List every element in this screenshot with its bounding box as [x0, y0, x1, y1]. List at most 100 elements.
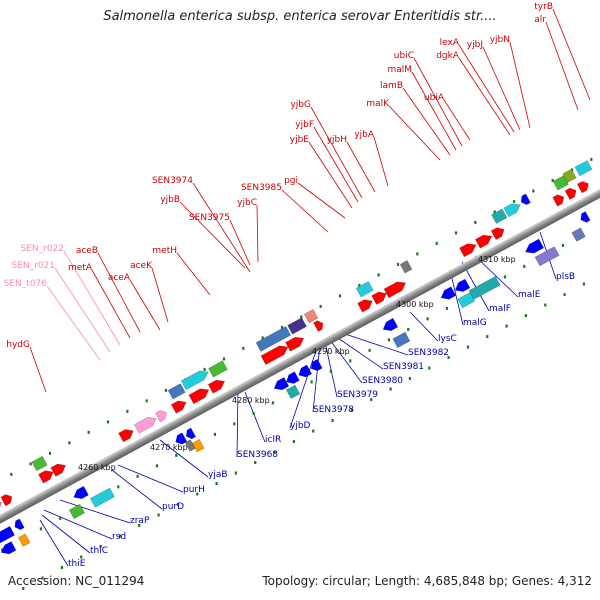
forward-gene-feature[interactable] — [383, 279, 408, 299]
gene-label[interactable]: SEN_r022 — [20, 244, 64, 254]
forward-gene-feature[interactable] — [371, 289, 389, 305]
gene-label[interactable]: SEN3980 — [362, 376, 403, 386]
reverse-gene-feature[interactable] — [287, 317, 307, 335]
forward-gene-feature[interactable] — [0, 492, 15, 507]
gene-label[interactable]: aceB — [76, 246, 98, 256]
reverse-gene-feature[interactable] — [208, 360, 228, 378]
gene-label[interactable]: malF — [489, 304, 511, 314]
gene-label[interactable]: tyrB — [534, 2, 553, 12]
reverse-gene-feature[interactable] — [392, 331, 411, 348]
gene-label[interactable]: lysC — [438, 334, 457, 344]
forward-gene-feature[interactable] — [118, 426, 136, 443]
gene-label[interactable]: yjbF — [295, 120, 314, 130]
forward-gene-feature[interactable] — [490, 225, 506, 240]
gene-label[interactable]: iclR — [265, 435, 281, 445]
gene-label[interactable]: SEN3968 — [237, 450, 278, 460]
forward-gene-feature[interactable] — [188, 385, 211, 405]
gene-label[interactable]: yjbJ — [467, 40, 483, 50]
reverse-gene-feature[interactable] — [562, 168, 577, 183]
reverse-gene-feature[interactable] — [0, 525, 15, 546]
forward-gene-feature[interactable] — [285, 334, 307, 352]
reverse-gene-feature[interactable] — [534, 246, 560, 267]
gene-label[interactable]: alr — [534, 15, 546, 25]
gene-label[interactable]: thiC — [90, 546, 108, 556]
forward-gene-feature[interactable] — [50, 461, 68, 477]
reverse-gene-feature[interactable] — [355, 281, 374, 298]
gene-label[interactable]: yjbN — [490, 35, 510, 45]
reverse-gene-feature[interactable] — [17, 533, 31, 547]
reverse-gene-feature[interactable] — [303, 308, 319, 324]
gene-label[interactable]: plsB — [556, 272, 575, 282]
forward-gene-feature[interactable] — [260, 342, 290, 365]
reverse-gene-feature[interactable] — [0, 541, 17, 556]
gene-label[interactable]: purH — [183, 485, 205, 495]
forward-gene-feature[interactable] — [180, 368, 210, 391]
forward-gene-feature[interactable] — [576, 179, 591, 194]
gene-label[interactable]: yjbB — [160, 195, 180, 205]
gene-label[interactable]: thiE — [68, 559, 86, 569]
reverse-gene-feature[interactable] — [453, 278, 471, 294]
reverse-gene-feature[interactable] — [68, 503, 85, 520]
reverse-gene-feature[interactable] — [578, 211, 591, 225]
gene-label[interactable]: hydG — [6, 340, 30, 350]
forward-gene-feature[interactable] — [38, 468, 56, 484]
gene-label[interactable]: yjbD — [290, 421, 311, 431]
reverse-gene-feature[interactable] — [381, 317, 399, 333]
reverse-gene-feature[interactable] — [571, 227, 586, 242]
forward-gene-feature[interactable] — [357, 297, 375, 313]
gene-label[interactable]: yjbG — [290, 100, 311, 110]
reverse-gene-feature[interactable] — [309, 358, 323, 373]
forward-gene-feature[interactable] — [475, 232, 494, 249]
reverse-gene-feature[interactable] — [90, 487, 115, 508]
reverse-gene-feature[interactable] — [184, 427, 197, 441]
reverse-gene-feature[interactable] — [272, 377, 290, 392]
gene-label[interactable]: dgkA — [436, 51, 460, 61]
reverse-gene-feature[interactable] — [71, 485, 89, 501]
reverse-gene-feature[interactable] — [284, 371, 300, 387]
forward-gene-feature[interactable] — [459, 240, 479, 258]
gene-label[interactable]: metH — [152, 246, 177, 256]
reverse-gene-feature[interactable] — [296, 364, 313, 380]
forward-gene-feature[interactable] — [564, 186, 579, 200]
forward-gene-feature[interactable] — [552, 193, 567, 207]
gene-label[interactable]: purD — [162, 502, 184, 512]
reverse-gene-feature[interactable] — [439, 286, 457, 302]
gene-label[interactable]: ubiA — [424, 93, 445, 103]
reverse-gene-feature[interactable] — [519, 193, 531, 207]
reverse-gene-feature[interactable] — [184, 439, 196, 452]
gene-label[interactable]: SEN_t076 — [4, 279, 48, 289]
reverse-gene-feature[interactable] — [255, 326, 292, 352]
gene-label[interactable]: SEN3981 — [383, 362, 424, 372]
gene-label[interactable]: SEN_r021 — [11, 261, 55, 271]
gene-label[interactable]: ubiC — [394, 51, 414, 61]
gene-label[interactable]: malM — [387, 65, 412, 75]
gene-label[interactable]: lamB — [380, 81, 403, 91]
gene-label[interactable]: aceA — [108, 273, 131, 283]
reverse-gene-feature[interactable] — [457, 292, 476, 309]
reverse-gene-feature[interactable] — [468, 275, 501, 300]
gene-label[interactable]: malE — [518, 290, 541, 300]
reverse-gene-feature[interactable] — [31, 455, 48, 472]
reverse-gene-feature[interactable] — [191, 439, 205, 453]
forward-gene-feature[interactable] — [503, 200, 523, 218]
forward-gene-feature[interactable] — [0, 498, 4, 513]
gene-label[interactable]: zraP — [130, 516, 150, 526]
gene-label[interactable]: malK — [366, 99, 390, 109]
gene-label[interactable]: aceK — [130, 261, 153, 271]
reverse-gene-feature[interactable] — [552, 175, 569, 191]
reverse-gene-feature[interactable] — [173, 432, 188, 447]
reverse-gene-feature[interactable] — [12, 518, 25, 532]
gene-label[interactable]: metA — [68, 263, 93, 273]
forward-gene-feature[interactable] — [134, 414, 158, 434]
reverse-gene-feature[interactable] — [167, 383, 186, 400]
gene-label[interactable]: SEN3979 — [337, 390, 378, 400]
gene-label[interactable]: SEN3982 — [408, 348, 449, 358]
gene-label[interactable]: lexA — [440, 38, 460, 48]
forward-gene-feature[interactable] — [313, 319, 326, 332]
gene-label[interactable]: malG — [463, 318, 487, 328]
forward-gene-feature[interactable] — [155, 408, 169, 423]
gene-label[interactable]: yjbC — [237, 198, 257, 208]
forward-gene-feature[interactable] — [170, 398, 188, 414]
gene-label[interactable]: rsd — [112, 532, 126, 542]
forward-gene-feature[interactable] — [207, 377, 227, 394]
